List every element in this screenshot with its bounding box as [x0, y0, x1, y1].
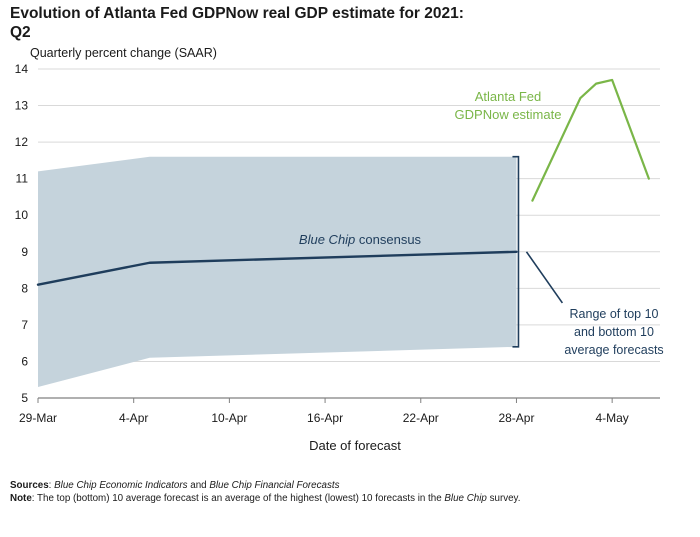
y-tick-label-9: 9 — [21, 245, 28, 259]
range-label-line1: Range of top 10 — [570, 307, 659, 321]
note-text-2: survey. — [486, 493, 521, 504]
range-label-line3: average forecasts — [564, 343, 663, 357]
y-tick-label-10: 10 — [15, 208, 29, 222]
y-tick-label-7: 7 — [21, 318, 28, 332]
note-text-1: : The top (bottom) 10 average forecast i… — [31, 493, 445, 504]
y-tick-label-12: 12 — [15, 135, 29, 149]
y-tick-label-5: 5 — [21, 391, 28, 405]
y-tick-label-14: 14 — [15, 62, 29, 76]
sources-line: Sources: Blue Chip Economic Indicators a… — [10, 480, 340, 491]
blue-chip-consensus-label: Blue Chip consensus — [299, 232, 422, 247]
y-tick-label-13: 13 — [15, 99, 29, 113]
sources-text-2: Blue Chip Financial Forecasts — [209, 480, 340, 491]
x-tick-label-10-Apr: 10-Apr — [211, 411, 247, 425]
range-band — [38, 156, 517, 388]
y-tick-label-6: 6 — [21, 354, 28, 368]
sources-label: Sources — [10, 480, 49, 491]
y-tick-label-11: 11 — [16, 172, 29, 186]
x-tick-label-22-Apr: 22-Apr — [403, 411, 439, 425]
gdpnow-label-line1: Atlanta Fed — [475, 89, 542, 104]
series-line-gdpnow — [531, 78, 650, 202]
x-tick-label-4-May: 4-May — [595, 411, 628, 425]
x-tick-label-28-Apr: 28-Apr — [498, 411, 534, 425]
note-label: Note — [10, 493, 32, 504]
range-label-line2: and bottom 10 — [574, 325, 654, 339]
y-tick-label-8: 8 — [21, 281, 28, 295]
sources-text-1: Blue Chip Economic Indicators — [54, 480, 188, 491]
x-tick-label-29-Mar: 29-Mar — [19, 411, 57, 425]
blue-chip-label-italic: Blue Chip — [299, 232, 355, 247]
range-leader-line — [525, 251, 564, 304]
blue-chip-label-rest: consensus — [355, 232, 421, 247]
note-italic: Blue Chip — [444, 493, 487, 504]
x-axis-label: Date of forecast — [309, 438, 401, 453]
chart-title: Evolution of Atlanta Fed GDPNow real GDP… — [10, 4, 570, 42]
chart-title-line2: Q2 — [10, 24, 31, 41]
sources-and: and — [187, 480, 210, 491]
chart-title-line1: Evolution of Atlanta Fed GDPNow real GDP… — [10, 5, 464, 22]
range-bracket — [512, 155, 520, 348]
gdpnow-label-line2: GDPNow estimate — [455, 107, 562, 122]
x-tick-label-16-Apr: 16-Apr — [307, 411, 343, 425]
y-axis-label: Quarterly percent change (SAAR) — [30, 46, 217, 60]
chart-footer: Sources: Blue Chip Economic Indicators a… — [10, 479, 690, 505]
note-line: Note: The top (bottom) 10 average foreca… — [10, 492, 690, 505]
x-tick-label-4-Apr: 4-Apr — [119, 411, 148, 425]
series-line-blue-chip — [36, 250, 518, 286]
